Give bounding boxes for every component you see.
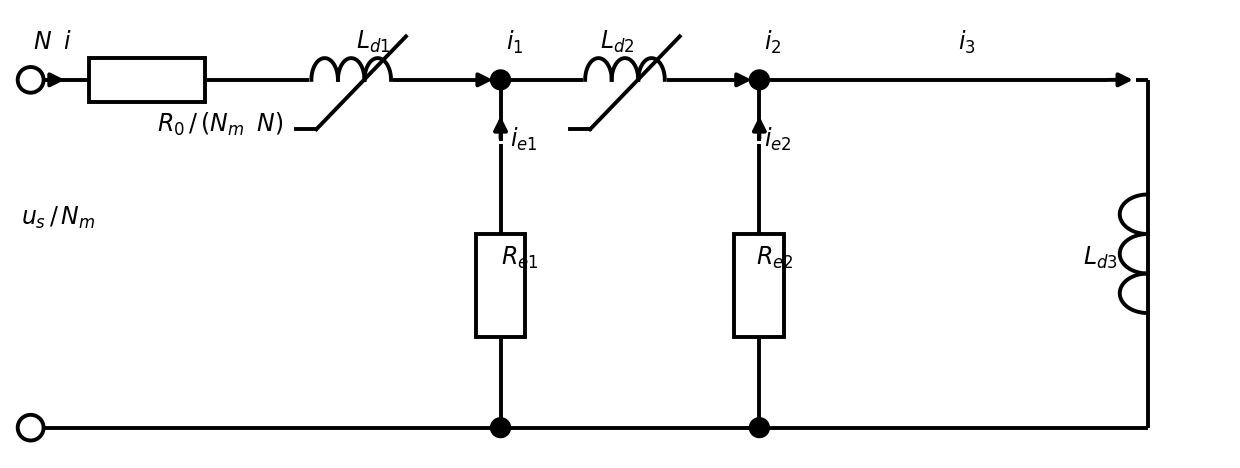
Circle shape	[749, 70, 769, 90]
Text: $i_{e2}$: $i_{e2}$	[764, 125, 792, 153]
Bar	[476, 234, 526, 337]
Text: $i_1$: $i_1$	[506, 29, 523, 56]
Text: $u_s\,/\,N_m$: $u_s\,/\,N_m$	[21, 205, 95, 231]
Circle shape	[491, 70, 511, 90]
Text: $R_0\,/\,(N_m\;\;N)$: $R_0\,/\,(N_m\;\;N)$	[157, 111, 284, 138]
Text: $i_{e1}$: $i_{e1}$	[511, 125, 538, 153]
Text: $R_{e2}$: $R_{e2}$	[756, 245, 794, 271]
Circle shape	[749, 418, 769, 438]
Text: $L_{d3}$: $L_{d3}$	[1083, 245, 1117, 271]
Bar	[734, 234, 784, 337]
Circle shape	[17, 67, 43, 93]
Circle shape	[17, 415, 43, 440]
Text: $i_3$: $i_3$	[959, 29, 976, 56]
Circle shape	[491, 418, 511, 438]
Bar	[89, 58, 205, 102]
Text: $L_{d2}$: $L_{d2}$	[600, 29, 635, 55]
Text: $R_{e1}$: $R_{e1}$	[501, 245, 538, 271]
Text: $i_2$: $i_2$	[764, 29, 781, 56]
Text: $N\;\;i$: $N\;\;i$	[32, 30, 72, 54]
Text: $L_{d1}$: $L_{d1}$	[356, 29, 391, 55]
